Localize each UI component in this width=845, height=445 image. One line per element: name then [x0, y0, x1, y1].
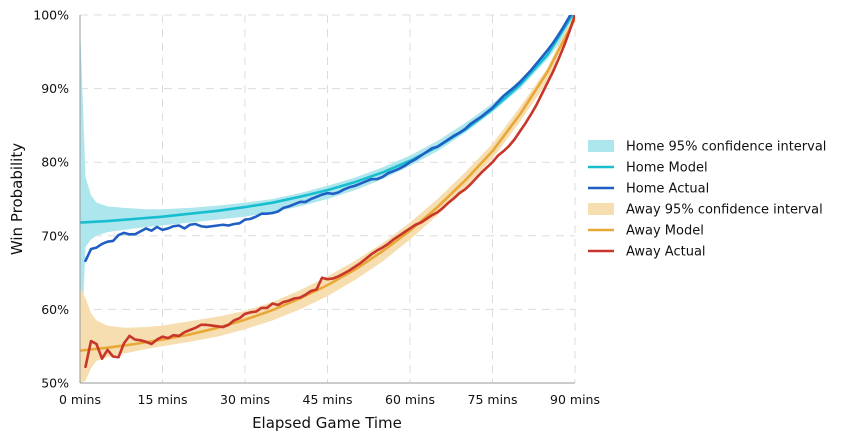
y-tick-label: 80%	[41, 155, 69, 170]
home-actual-line	[84, 15, 572, 263]
y-axis-title: Win Probability	[8, 143, 26, 255]
axes	[79, 15, 575, 384]
legend-label: Home Model	[626, 161, 708, 176]
x-tick-label: 60 mins	[385, 392, 435, 407]
tick-labels: 0 mins 15 mins 30 mins 45 mins 60 mins 75 min…	[33, 8, 600, 408]
x-tick-label: 90 mins	[550, 392, 600, 407]
legend-label: Away Actual	[626, 245, 706, 260]
away-model-line	[80, 17, 575, 352]
legend-label: Home Actual	[626, 182, 709, 197]
x-tick-label: 0 mins	[59, 392, 101, 407]
legend-swatch	[588, 203, 614, 215]
y-tick-label: 90%	[41, 81, 69, 96]
legend-label: Away Model	[626, 224, 704, 239]
legend: Home 95% confidence interval Home Model Ho…	[588, 140, 826, 260]
legend-swatch	[588, 140, 614, 152]
y-tick-label: 50%	[41, 376, 69, 391]
x-axis-title: Elapsed Game Time	[252, 414, 402, 432]
x-tick-label: 75 mins	[468, 392, 518, 407]
away-actual-line	[84, 15, 575, 369]
x-tick-label: 45 mins	[303, 392, 353, 407]
legend-label: Home 95% confidence interval	[626, 140, 826, 155]
y-tick-label: 60%	[41, 302, 69, 317]
y-tick-label: 100%	[33, 8, 69, 23]
legend-label: Away 95% confidence interval	[626, 203, 823, 218]
series-lines	[80, 15, 575, 369]
confidence-bands	[80, 15, 575, 383]
y-tick-label: 70%	[41, 228, 69, 243]
home-95-confidence-interval-band	[80, 15, 575, 383]
x-tick-label: 15 mins	[138, 392, 188, 407]
x-tick-label: 30 mins	[220, 392, 270, 407]
away-95-confidence-interval-band	[80, 15, 575, 383]
